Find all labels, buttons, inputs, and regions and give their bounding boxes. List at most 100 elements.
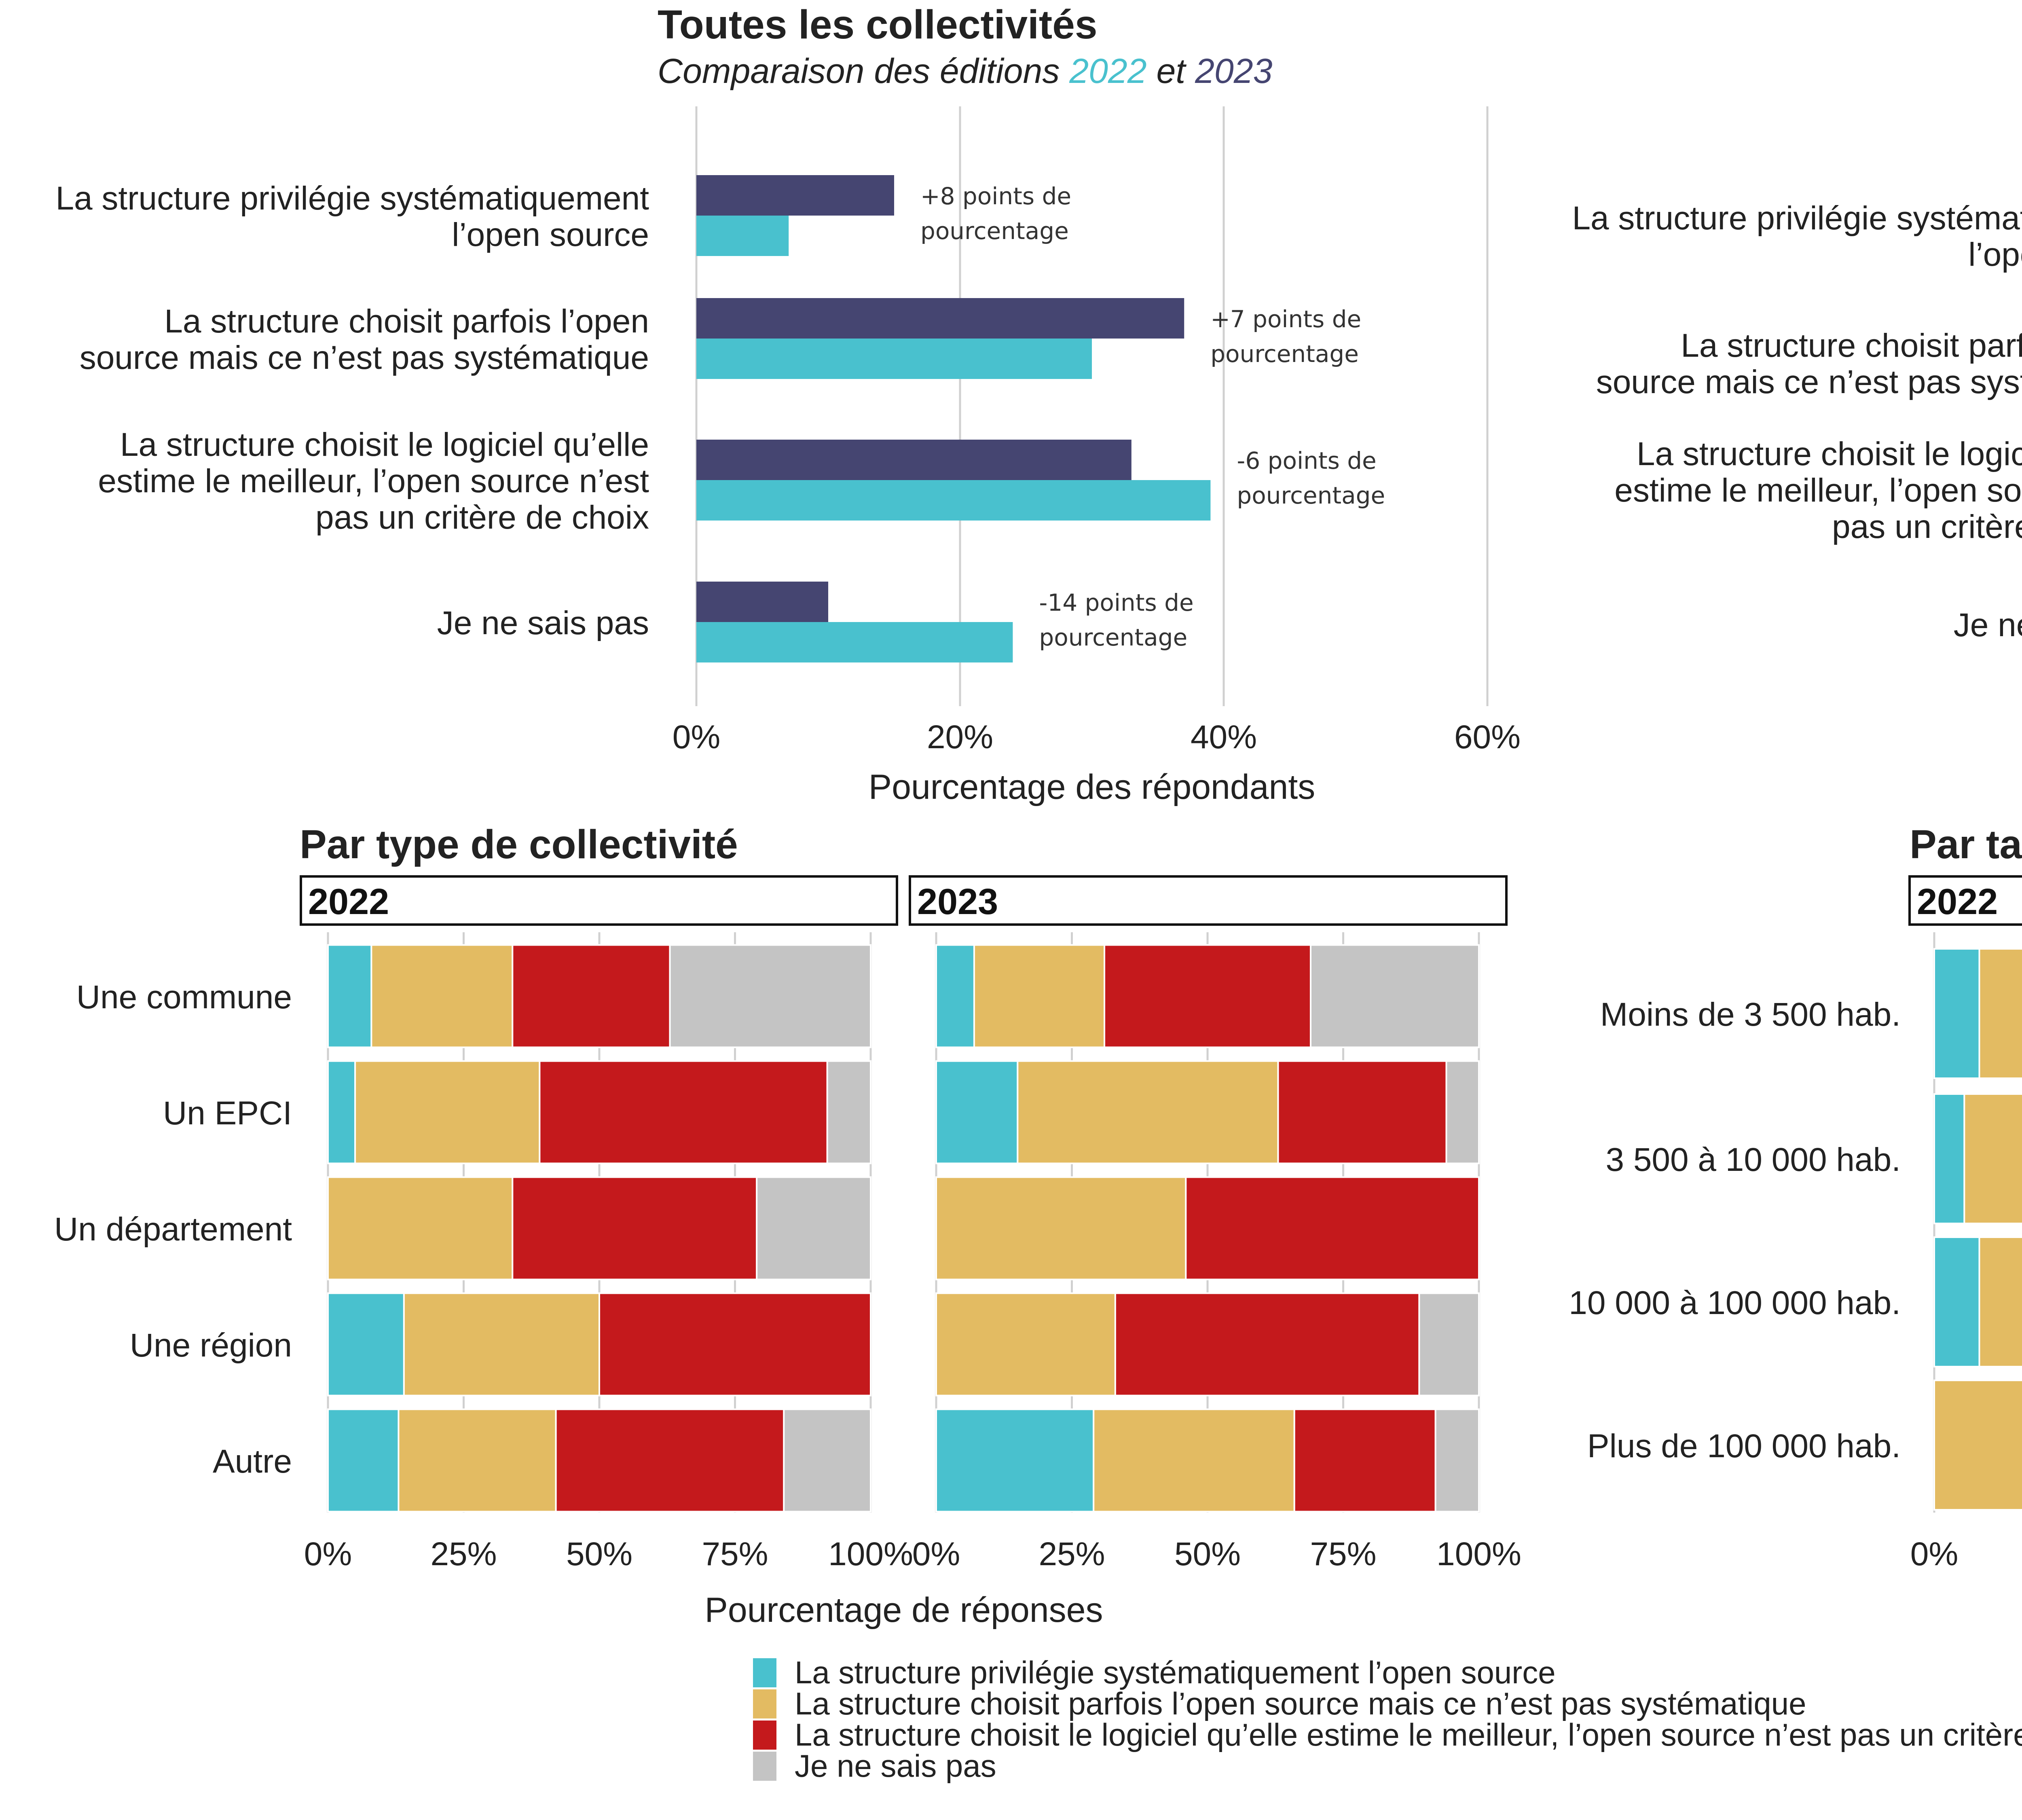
bar-2022 xyxy=(696,480,1211,521)
bar-segment-nsp xyxy=(1434,1408,1480,1513)
category-label: 10 000 à 100 000 hab. xyxy=(1569,1285,1901,1321)
legend-swatch-systematique xyxy=(753,1658,776,1687)
legend-label: La structure choisit le logiciel qu’elle… xyxy=(795,1717,2022,1752)
bar-segment-parfois xyxy=(973,944,1106,1048)
bar-segment-nsp xyxy=(1418,1292,1480,1397)
subtitle-mid: et xyxy=(1147,52,1195,91)
facet-strip-label: 2023 xyxy=(917,882,998,922)
subtitle-prefix: Comparaison des éditions xyxy=(658,52,1069,91)
stacked-chart-2: Par type de collectivité 2022 0% 25% 50% 75% 1… xyxy=(54,822,1521,1630)
category-label: Je ne sais pas xyxy=(1954,607,2022,643)
category-label: 3 500 à 10 000 hab. xyxy=(1605,1141,1901,1178)
bar-2023 xyxy=(696,298,1184,339)
bar-segment-meilleur xyxy=(555,1408,785,1513)
stacked-chart-3: Par taille de commune 20220%25%50%75%100%… xyxy=(1569,822,2022,1572)
legend-label: La structure choisit parfois l’open sour… xyxy=(795,1686,1806,1721)
bar-segment-systematique xyxy=(935,944,975,1048)
category-label: Une commune xyxy=(76,979,292,1016)
bar-segment-systematique xyxy=(1933,1236,1980,1367)
bar-segment-meilleur xyxy=(539,1060,828,1164)
bar-segment-systematique xyxy=(935,1060,1019,1164)
facet-strip-label: 2022 xyxy=(308,882,389,922)
category-label: pas un critère de choix xyxy=(1832,508,2022,545)
delta-annotation: +8 points de xyxy=(920,182,1071,210)
bar-segment-meilleur xyxy=(1114,1292,1420,1397)
bar-segment-parfois xyxy=(1978,1236,2022,1367)
facet-strip xyxy=(909,875,1508,926)
x-tick-label: 25% xyxy=(1038,1536,1105,1572)
bar-segment-nsp xyxy=(756,1176,872,1280)
category-label: l’open source xyxy=(1968,236,2022,273)
bar-2023 xyxy=(696,582,828,622)
x-tick-label: 75% xyxy=(702,1536,768,1572)
facet-2023: 2023 0% 25% 50% 75% 100% xyxy=(909,875,1521,1572)
x-tick-label: 40% xyxy=(1191,719,1257,756)
category-label: La structure choisit parfois l’open xyxy=(1681,327,2022,364)
legend-label: Je ne sais pas xyxy=(795,1748,996,1784)
category-label: estime le meilleur, l’open source n’est xyxy=(98,463,649,499)
bar-segment-parfois xyxy=(327,1176,514,1280)
x-tick-label: 25% xyxy=(430,1536,497,1572)
chart-title: Par taille de commune xyxy=(1910,822,2022,867)
bar-segment-systematique xyxy=(327,1292,405,1397)
bar-segment-nsp xyxy=(1309,944,1480,1048)
bar-segment-parfois xyxy=(1933,1380,2022,1511)
category-label: La structure choisit parfois l’open xyxy=(164,303,649,340)
bar-segment-meilleur xyxy=(1104,944,1311,1048)
delta-annotation: pourcentage xyxy=(1237,482,1385,509)
bar-segment-parfois xyxy=(935,1292,1116,1397)
category-label: estime le meilleur, l’open source n’est xyxy=(1614,472,2022,509)
bar-segment-meilleur xyxy=(1185,1176,1480,1280)
x-tick-label: 75% xyxy=(1310,1536,1376,1572)
category-label: La structure choisit le logiciel qu’elle xyxy=(1637,436,2022,472)
chart-title: Toutes les collectivités xyxy=(658,2,1097,47)
bar-segment-parfois xyxy=(1978,948,2022,1079)
x-tick-label: 100% xyxy=(1436,1536,1521,1572)
bar-segment-parfois xyxy=(1017,1060,1279,1164)
bar-segment-meilleur xyxy=(512,1176,758,1280)
bar-2022 xyxy=(696,216,789,256)
category-label: source mais ce n’est pas systématique xyxy=(1596,364,2022,400)
bar-segment-systematique xyxy=(935,1408,1095,1513)
bar-segment-systematique xyxy=(1933,948,1980,1079)
facet-strip xyxy=(1908,875,2022,926)
delta-annotation: pourcentage xyxy=(1039,624,1187,651)
delta-annotation: +7 points de xyxy=(1210,305,1361,333)
x-axis-title: Pourcentage des répondants xyxy=(869,768,1315,806)
bar-segment-systematique xyxy=(327,944,372,1048)
bar-segment-parfois xyxy=(1963,1093,2022,1224)
bar-segment-meilleur xyxy=(1293,1408,1436,1513)
bar-segment-parfois xyxy=(403,1292,600,1397)
x-tick-label: 0% xyxy=(673,719,721,756)
subtitle-y2: 2023 xyxy=(1195,52,1272,91)
category-label: Un EPCI xyxy=(163,1095,292,1132)
bar-segment-meilleur xyxy=(599,1292,871,1397)
delta-annotation: pourcentage xyxy=(920,217,1069,245)
subtitle-y1: 2022 xyxy=(1069,52,1146,91)
x-tick-label: 60% xyxy=(1454,719,1521,756)
x-tick-label: 0% xyxy=(912,1536,960,1572)
category-label: La structure privilégie systématiquement xyxy=(55,180,649,217)
legend-swatch-meilleur xyxy=(753,1721,776,1750)
category-label: Je ne sais pas xyxy=(437,605,649,641)
bar-segment-systematique xyxy=(327,1060,356,1164)
bar-segment-meilleur xyxy=(1277,1060,1447,1164)
comparison-chart-0: Toutes les collectivités Comparaison des … xyxy=(55,2,1521,806)
chart-subtitle: Comparaison des éditions 2022 et 2023 xyxy=(658,52,1273,91)
bar-segment-nsp xyxy=(1445,1060,1480,1164)
legend: La structure privilégie systématiquement… xyxy=(753,1655,2022,1784)
bar-2023 xyxy=(696,175,894,216)
x-tick-label: 50% xyxy=(566,1536,632,1572)
category-label: Un département xyxy=(54,1211,292,1248)
bar-segment-parfois xyxy=(1093,1408,1295,1513)
category-label: pas un critère de choix xyxy=(315,499,649,536)
chart-title: Par type de collectivité xyxy=(300,822,738,867)
category-label: l’open source xyxy=(452,216,649,253)
x-tick-label: 0% xyxy=(304,1536,352,1572)
category-label: Plus de 100 000 hab. xyxy=(1587,1428,1901,1464)
category-label: La structure privilégie systématiquement xyxy=(1572,200,2022,237)
